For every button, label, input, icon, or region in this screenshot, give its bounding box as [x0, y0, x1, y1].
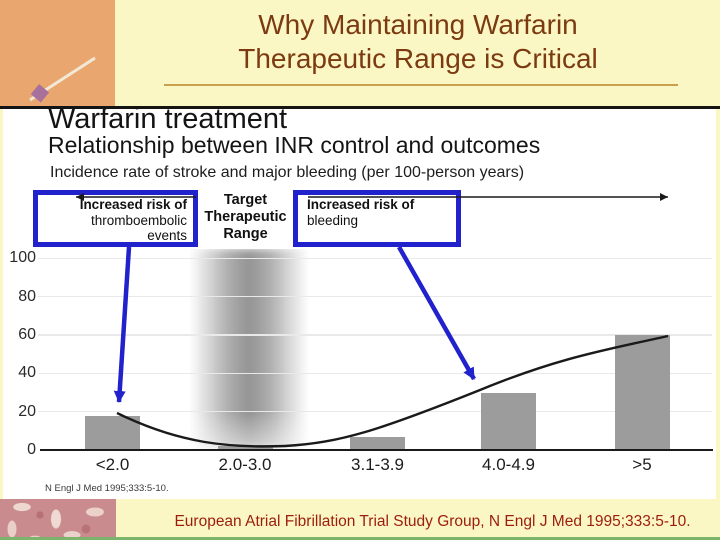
- gridline-60: [38, 334, 712, 336]
- chart-title: Warfarin treatment: [48, 103, 288, 135]
- x-tick-label-3.1-3.9: 3.1-3.9: [351, 455, 404, 474]
- risk-bleeding-box: Increased risk of bleeding: [293, 190, 461, 247]
- x-tick-label-4.0-4.9: 4.0-4.9: [482, 455, 535, 474]
- risk-thromboembolic-box: Increased risk of thromboembolic events: [33, 190, 198, 247]
- risk-left-line1: Increased risk of: [79, 197, 187, 212]
- bar-2.0-3.0: [217, 446, 273, 450]
- risk-left-line2: thromboembolic: [90, 212, 187, 228]
- x-tick-label->5: >5: [632, 455, 652, 474]
- top-left-decoration: [0, 0, 115, 106]
- bottom-left-decoration: [0, 499, 116, 540]
- target-range-band: [190, 249, 308, 449]
- target-label-line2: Therapeutic: [204, 209, 287, 225]
- y-axis-label-80: 80: [18, 287, 36, 305]
- bar-4.0-4.9: [481, 392, 536, 450]
- x-axis-line: [40, 448, 713, 451]
- target-range-label: Target Therapeutic Range: [196, 192, 295, 243]
- y-axis-label-40: 40: [18, 364, 36, 382]
- y-axis-label-60: 60: [18, 326, 36, 343]
- y-axis-label-0: 0: [27, 441, 36, 458]
- bottom-edge-strip: [0, 537, 720, 540]
- risk-left-line3: events: [147, 228, 187, 243]
- risk-right-line1: Increased risk of: [307, 197, 415, 212]
- chart-note: Incidence rate of stroke and major bleed…: [50, 164, 525, 181]
- gridline-100: [38, 257, 712, 260]
- footer-citation: European Atrial Fibrillation Trial Study…: [174, 513, 691, 530]
- target-label-line3: Range: [223, 226, 268, 242]
- slide-title: Why Maintaining Warfarin Therapeutic Ran…: [118, 8, 718, 76]
- slide-title-line2: Therapeutic Range is Critical: [238, 43, 598, 74]
- y-axis-label-100: 100: [9, 249, 36, 267]
- pin-icon: [29, 56, 96, 103]
- chart-citation: N Engl J Med 1995;333:5-10.: [45, 483, 169, 494]
- gridline-40: [38, 372, 712, 375]
- gridline-80: [38, 295, 712, 298]
- title-underline: [164, 84, 678, 86]
- chart-subtitle: Relationship between INR control and out…: [48, 132, 541, 158]
- y-axis-label-20: 20: [18, 402, 36, 420]
- target-label-line1: Target: [223, 192, 268, 208]
- risk-right-line2: bleeding: [307, 212, 359, 228]
- x-tick-label-<2.0: <2.0: [95, 455, 130, 474]
- bar-<2.0: [85, 415, 140, 450]
- x-tick-label-2.0-3.0: 2.0-3.0: [218, 455, 272, 474]
- bar->5: [614, 335, 670, 450]
- gridline-20: [38, 410, 712, 413]
- slide-title-line1: Why Maintaining Warfarin: [258, 9, 578, 40]
- panel-top-border: [0, 106, 720, 109]
